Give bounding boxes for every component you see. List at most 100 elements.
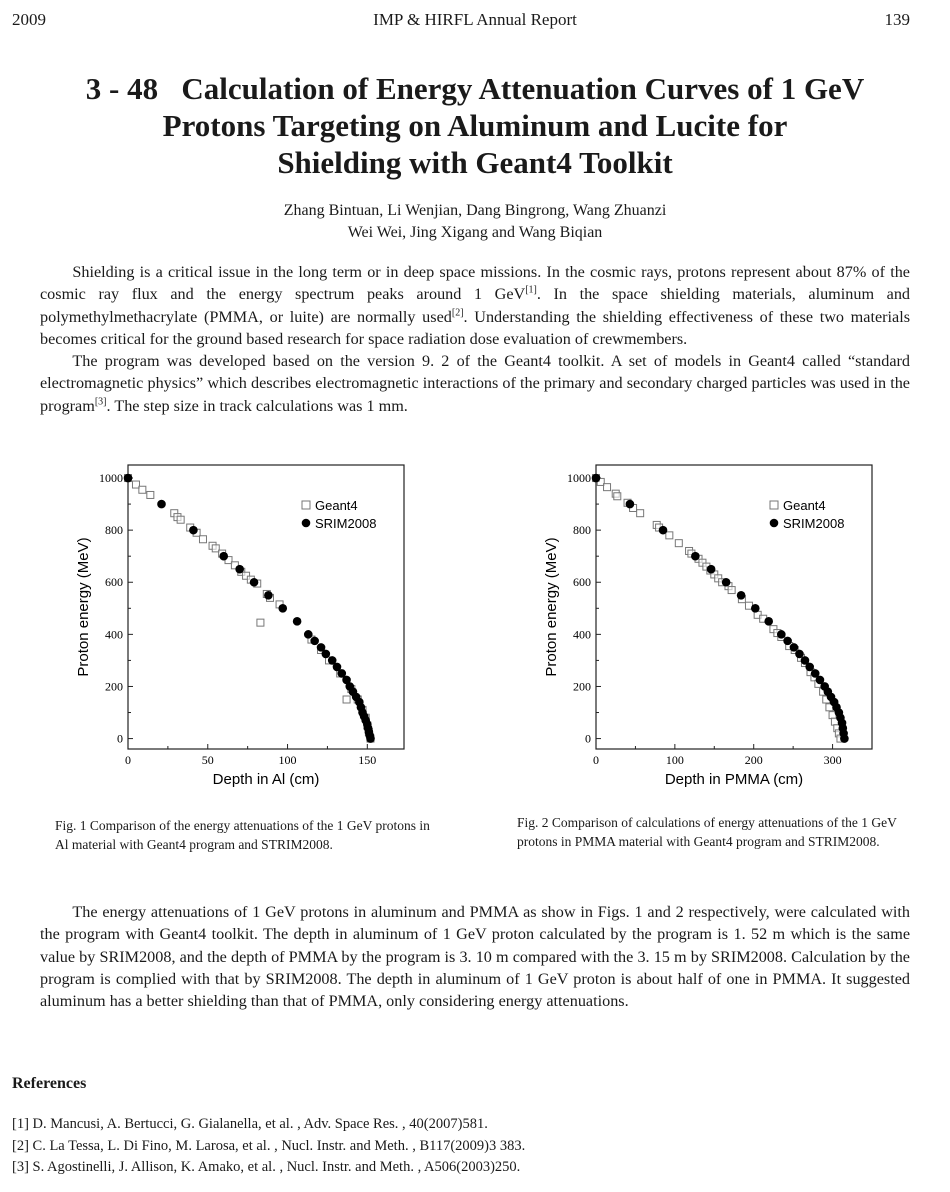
intro-text: Shielding is a critical issue in the lon… [40,261,910,417]
x-tick-label: 150 [358,753,376,767]
reference-item: [1] D. Mancusi, A. Bertucci, G. Gialanel… [12,1116,488,1132]
data-point-srim2008 [764,617,773,626]
data-point-srim2008 [815,675,825,685]
title-line: Protons Targeting on Aluminum and Lucite… [162,108,788,143]
x-tick-label: 100 [279,753,297,767]
data-point-geant4 [131,480,140,489]
header-journal: IMP & HIRFL Annual Report [373,10,577,29]
data-point-geant4 [342,695,351,704]
paragraph: The program was developed based on the v… [40,350,910,417]
legend-label: SRIM2008 [783,516,844,531]
data-point-srim2008 [316,643,326,652]
data-point-srim2008 [840,734,849,743]
figure-2-caption: Fig. 2 Comparison of calculations of ene… [517,815,897,849]
legend-label: Geant4 [783,498,826,513]
data-point-geant4 [603,483,612,492]
citation: [3] [94,396,107,408]
data-point-srim2008 [123,473,133,483]
reference-item: [3] S. Agostinelli, J. Allison, K. Amako… [12,1159,521,1175]
reference-item: [2] C. La Tessa, L. Di Fino, M. Larosa, … [12,1137,526,1154]
figure-1-chart: 0 50 100 150 0 200 400 600 800 1000 Depth in Al (c… [75,464,405,788]
data-point-geant4 [146,490,155,499]
legend-marker-srim2008 [301,518,311,528]
y-tick-label: 400 [105,627,123,641]
data-point-srim2008 [342,675,351,685]
y-tick-label: 1000 [567,471,591,485]
text: . The step size in track calculations wa… [106,396,408,415]
y-tick-label: 600 [105,575,123,589]
citation: [1] [525,284,537,296]
data-point-srim2008 [721,577,731,587]
data-point-geant4 [665,531,674,540]
data-point-geant4 [674,539,683,548]
results-text: The energy attenuations of 1 GeV protons… [40,901,910,1012]
y-axis-label: Proton energy (MeV) [543,537,560,676]
y-tick-label: 1000 [99,471,123,485]
title-line: 3 - 48 Calculation of Energy Attenuation… [85,71,865,106]
figure-2-chart: 0 100 200 300 0 200 400 600 800 1000 Depth in PMMA… [543,464,873,788]
data-point-geant4 [613,492,622,501]
data-point-srim2008 [783,636,792,646]
data-point-srim2008 [189,525,198,535]
data-point-srim2008 [332,662,342,672]
data-point-srim2008 [235,564,244,574]
data-point-geant4 [256,618,265,627]
legend-marker-srim2008 [769,518,779,528]
text: Shielding is a critical issue in the lon… [40,263,910,304]
title-line: Shielding with Geant4 Toolkit [277,145,673,180]
data-point-srim2008 [750,604,760,613]
y-tick-label: 200 [573,679,591,693]
x-axis-label: Depth in Al (cm) [213,771,320,788]
references-list: [1] D. Mancusi, A. Bertucci, G. Gialanel… [12,1114,525,1179]
y-tick-label: 0 [585,732,591,746]
y-tick-label: 200 [105,679,123,693]
data-point-srim2008 [327,656,337,665]
y-tick-label: 0 [117,732,123,746]
authors: Zhang Bintuan, Li Wenjian, Dang Bingrong… [0,200,950,244]
text: The program was developed based on the v… [40,352,910,415]
data-point-srim2008 [625,499,635,509]
data-point-srim2008 [249,577,259,587]
citation: [2] [451,307,464,319]
data-point-geant4 [211,544,220,553]
x-tick-label: 50 [202,753,214,767]
y-tick-label: 600 [573,575,591,589]
paragraph: The energy attenuations of 1 GeV protons… [40,903,910,1011]
data-point-srim2008 [789,643,799,652]
data-point-srim2008 [777,630,786,639]
legend-marker-geant4 [769,500,779,510]
data-point-srim2008 [292,617,302,626]
data-point-srim2008 [736,590,746,600]
data-point-srim2008 [795,649,804,659]
header-page-number: 139 [884,10,911,29]
data-point-srim2008 [321,649,331,659]
data-point-geant4 [198,535,207,544]
data-point-srim2008 [805,662,815,672]
x-tick-label: 0 [593,753,599,767]
y-tick-label: 400 [573,627,591,641]
data-point-geant4 [138,485,147,494]
data-point-srim2008 [591,473,601,483]
legend-label: SRIM2008 [315,516,376,531]
author-line: Zhang Bintuan, Li Wenjian, Dang Bingrong… [283,202,667,219]
y-tick-label: 800 [573,523,591,537]
x-tick-label: 100 [666,753,684,767]
y-tick-label: 800 [105,523,123,537]
data-point-srim2008 [157,499,166,509]
text: . Understanding the shielding effectiven… [40,307,911,348]
data-point-srim2008 [658,525,668,535]
data-point-srim2008 [691,551,700,561]
data-point-srim2008 [278,604,288,613]
paper-title: 3 - 48 Calculation of Energy Attenuation… [0,70,950,181]
x-tick-label: 0 [125,753,131,767]
x-tick-label: 200 [745,753,763,767]
plot-frame [127,464,405,750]
data-point-geant4 [176,515,185,524]
paragraph: Shielding is a critical issue in the lon… [40,261,910,350]
data-point-srim2008 [337,669,347,678]
data-point-srim2008 [219,551,229,561]
figure-1-caption: Fig. 1 Comparison of the energy attenuat… [55,818,430,852]
header-year: 2009 [12,10,46,29]
data-point-srim2008 [264,590,273,600]
y-axis-label: Proton energy (MeV) [75,537,92,676]
